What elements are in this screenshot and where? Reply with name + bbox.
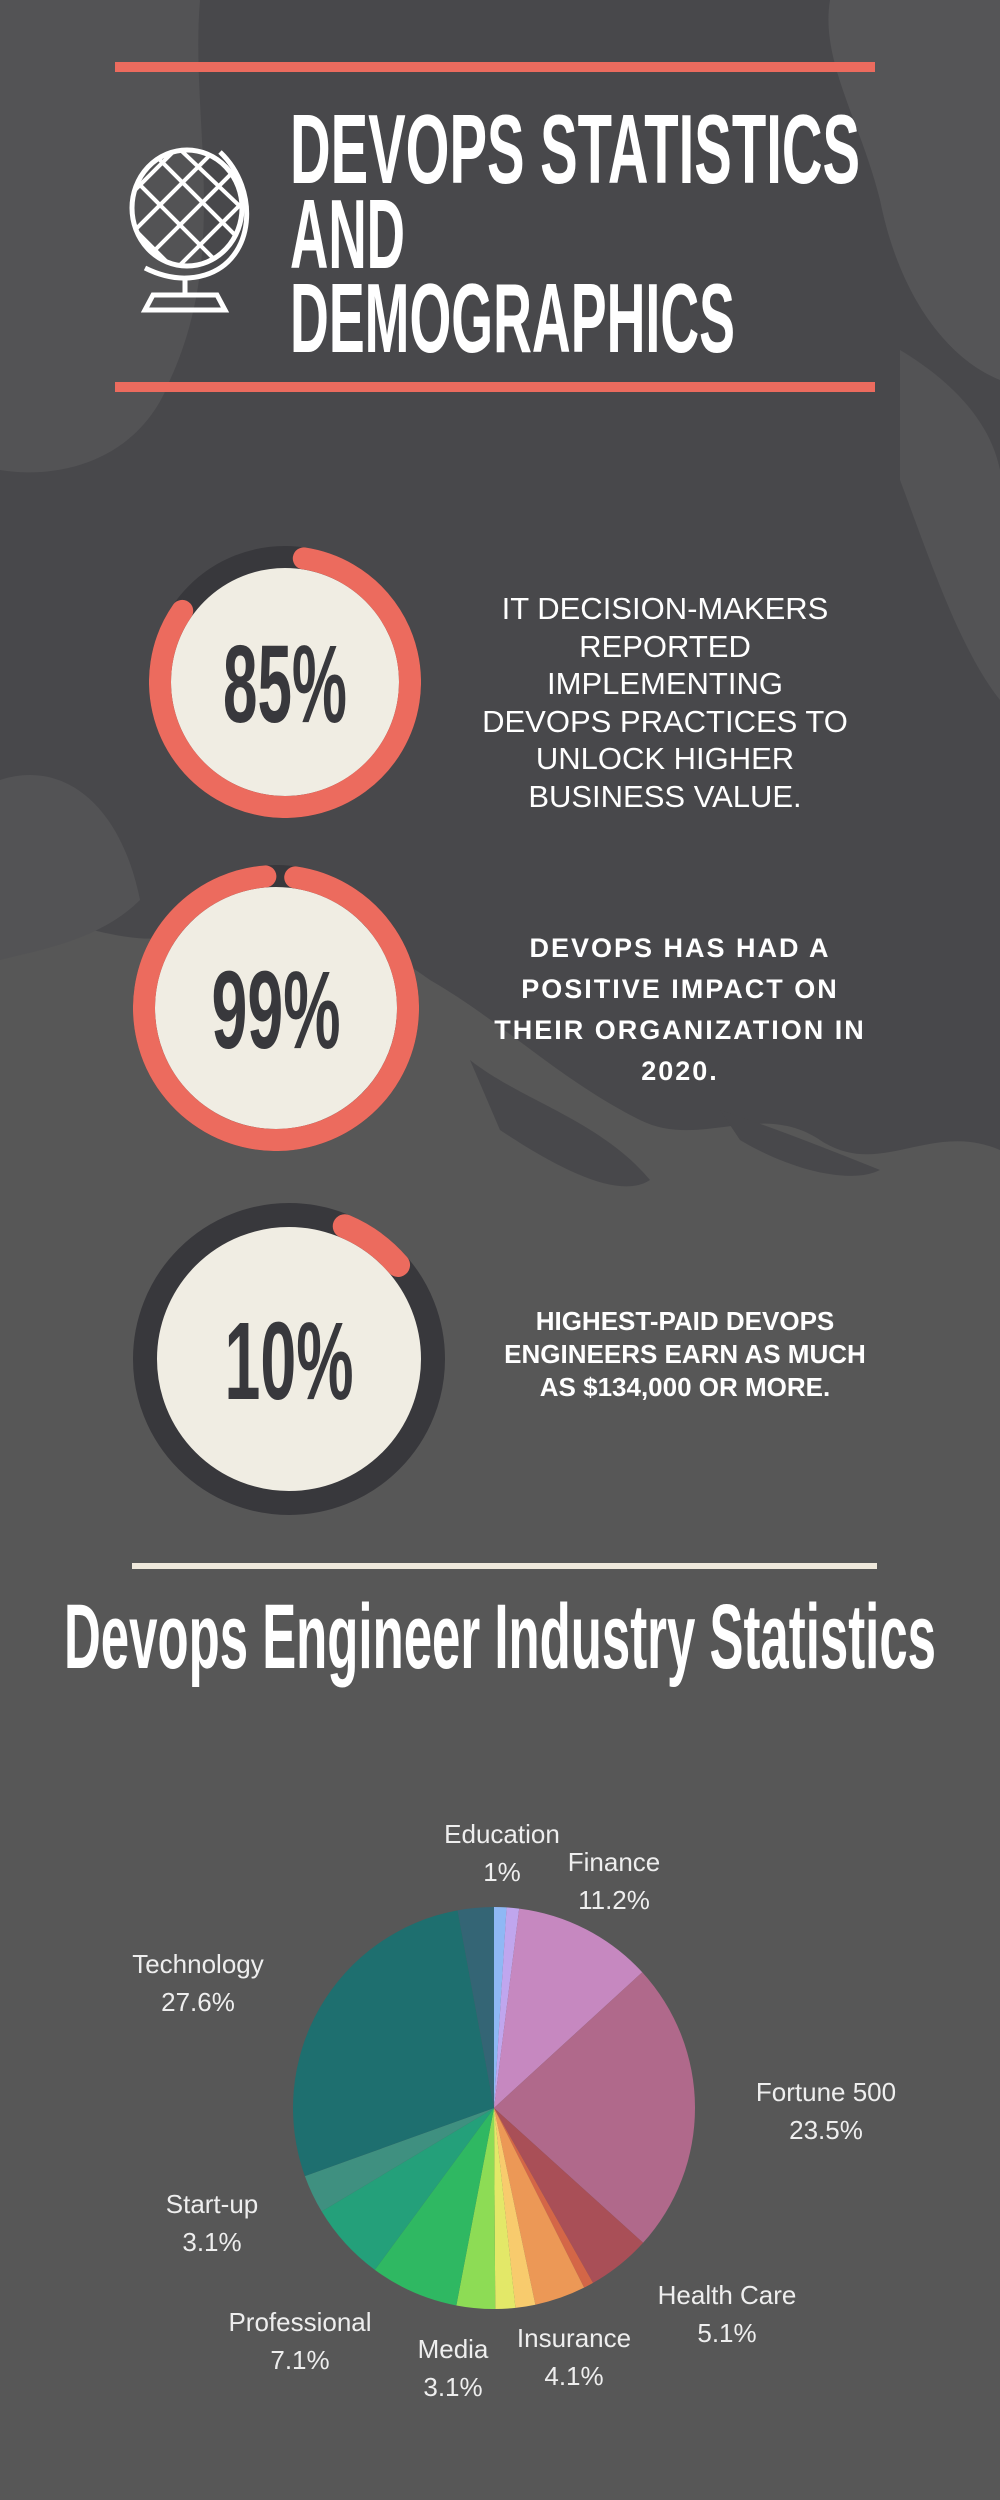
- title-line-3: DEMOGRAPHICS: [290, 263, 735, 370]
- pie-slice: [494, 2108, 516, 2309]
- pie-label: Technology 27.6%: [88, 1945, 308, 2021]
- desc-line: BUSINESS VALUE.: [528, 778, 802, 814]
- section-divider: [132, 1563, 877, 1569]
- pie-label: Health Care 5.1%: [617, 2276, 837, 2352]
- title-line-2: AND: [290, 179, 405, 289]
- header-top-rule: [115, 62, 875, 72]
- pie-label-value: 23.5%: [789, 2115, 863, 2145]
- pie-label: Insurance 4.1%: [464, 2319, 684, 2395]
- pie-label-value: 27.6%: [161, 1987, 235, 2017]
- pie-label-value: 4.1%: [544, 2361, 604, 2391]
- pie-label: Education 1%: [392, 1815, 612, 1891]
- pie-label-name: Insurance: [516, 2323, 632, 2353]
- pie-label-value: 5.1%: [697, 2318, 757, 2348]
- desc-line: 2020.: [641, 1056, 719, 1086]
- header-bottom-rule: [115, 382, 875, 392]
- pie-label: Finance 11.2%: [504, 1843, 724, 1919]
- desc-line: ENGINEERS EARN AS MUCH: [504, 1339, 866, 1369]
- pie-slice-insurance: [494, 2108, 585, 2305]
- industry-pie-chart: [293, 1907, 695, 2309]
- pie-label-value: 3.1%: [423, 2372, 483, 2402]
- pie-label-name: Technology: [132, 1949, 264, 1979]
- pie-slice: [494, 2108, 594, 2288]
- progress-ring: 99%: [133, 865, 419, 1151]
- pie-label: Start-up 3.1%: [102, 2185, 322, 2261]
- desc-line: IMPLEMENTING: [547, 666, 783, 701]
- pie-label-name: Start-up: [165, 2189, 259, 2219]
- ring-progress-arc: [133, 1203, 445, 1515]
- stat-percent: 85%: [223, 623, 347, 746]
- stat-description-3: HIGHEST-PAID DEVOPS ENGINEERS EARN AS MU…: [460, 1305, 910, 1404]
- progress-ring: 10%: [133, 1203, 445, 1515]
- pie-label-name: Health Care: [657, 2280, 797, 2310]
- progress-ring: 85%: [149, 546, 421, 818]
- desc-line: IT DECISION-MAKERS: [501, 591, 829, 626]
- desc-line: DEVOPS HAS HAD A: [529, 933, 831, 963]
- pie-slice: [457, 1907, 494, 2108]
- pie-label: Professional 7.1%: [190, 2303, 410, 2379]
- pie-label-name: Finance: [567, 1847, 661, 1877]
- stat-ring-99: 99%: [133, 865, 419, 1151]
- ring-progress-arc: [133, 865, 419, 1151]
- globe-icon: [129, 147, 250, 313]
- pie-label-value: 7.1%: [270, 2345, 330, 2375]
- stat-ring-10: 10%: [133, 1203, 445, 1515]
- pie-label-value: 3.1%: [182, 2227, 242, 2257]
- section-heading-text: Devops Engineer Industry Statistics: [64, 1586, 936, 1688]
- ring-track: [133, 1203, 445, 1515]
- pie-label-name: Education: [444, 1819, 560, 1849]
- title-line-1: DEVOPS STATISTICS: [290, 100, 860, 204]
- pie-slice: [494, 2108, 536, 2308]
- stat-percent: 99%: [212, 949, 341, 1072]
- stat-description-2: DEVOPS HAS HAD A POSITIVE IMPACT ON THEI…: [455, 928, 905, 1092]
- ring-progress-arc: [149, 546, 421, 818]
- section-heading: Devops Engineer Industry Statistics: [64, 1586, 936, 1688]
- desc-line: HIGHEST-PAID DEVOPS: [535, 1306, 835, 1336]
- pie-slice-professional: [374, 2108, 494, 2306]
- stat-description-1: IT DECISION-MAKERS REPORTED IMPLEMENTING…: [455, 590, 875, 815]
- pie-slice-health-care: [494, 2108, 644, 2283]
- pie-label-name: Media: [417, 2334, 489, 2364]
- pie-label-name: Fortune 500: [755, 2077, 897, 2107]
- desc-line: REPORTED: [579, 628, 751, 664]
- pie-slice-technology: [293, 1910, 494, 2177]
- pie-label-value: 1%: [483, 1857, 521, 1887]
- pie-slice-finance: [494, 1908, 643, 2108]
- desc-line: AS $134,000 OR MORE.: [539, 1372, 831, 1402]
- pie-label: Media 3.1%: [343, 2330, 563, 2406]
- pie-slice: [494, 1907, 520, 2108]
- desc-line: DEVOPS PRACTICES TO: [482, 703, 848, 739]
- pie-slice-fortune-500: [494, 1972, 695, 2243]
- stat-ring-85: 85%: [149, 546, 421, 818]
- pie-slice-education: [494, 1907, 507, 2108]
- desc-line: POSITIVE IMPACT ON: [521, 974, 839, 1004]
- desc-line: THEIR ORGANIZATION IN: [494, 1015, 866, 1045]
- stat-percent: 10%: [225, 1300, 354, 1423]
- pie-label-value: 11.2%: [578, 1885, 650, 1915]
- pie-slice: [321, 2108, 494, 2270]
- desc-line: UNLOCK HIGHER: [535, 741, 795, 776]
- pie-slice-media: [456, 2108, 496, 2309]
- pie-slice-start-up: [304, 2108, 494, 2212]
- page-title: DEVOPS STATISTICS AND DEMOGRAPHICS: [290, 100, 860, 370]
- pie-label: Fortune 500 23.5%: [716, 2073, 936, 2149]
- pie-label-name: Professional: [228, 2307, 372, 2337]
